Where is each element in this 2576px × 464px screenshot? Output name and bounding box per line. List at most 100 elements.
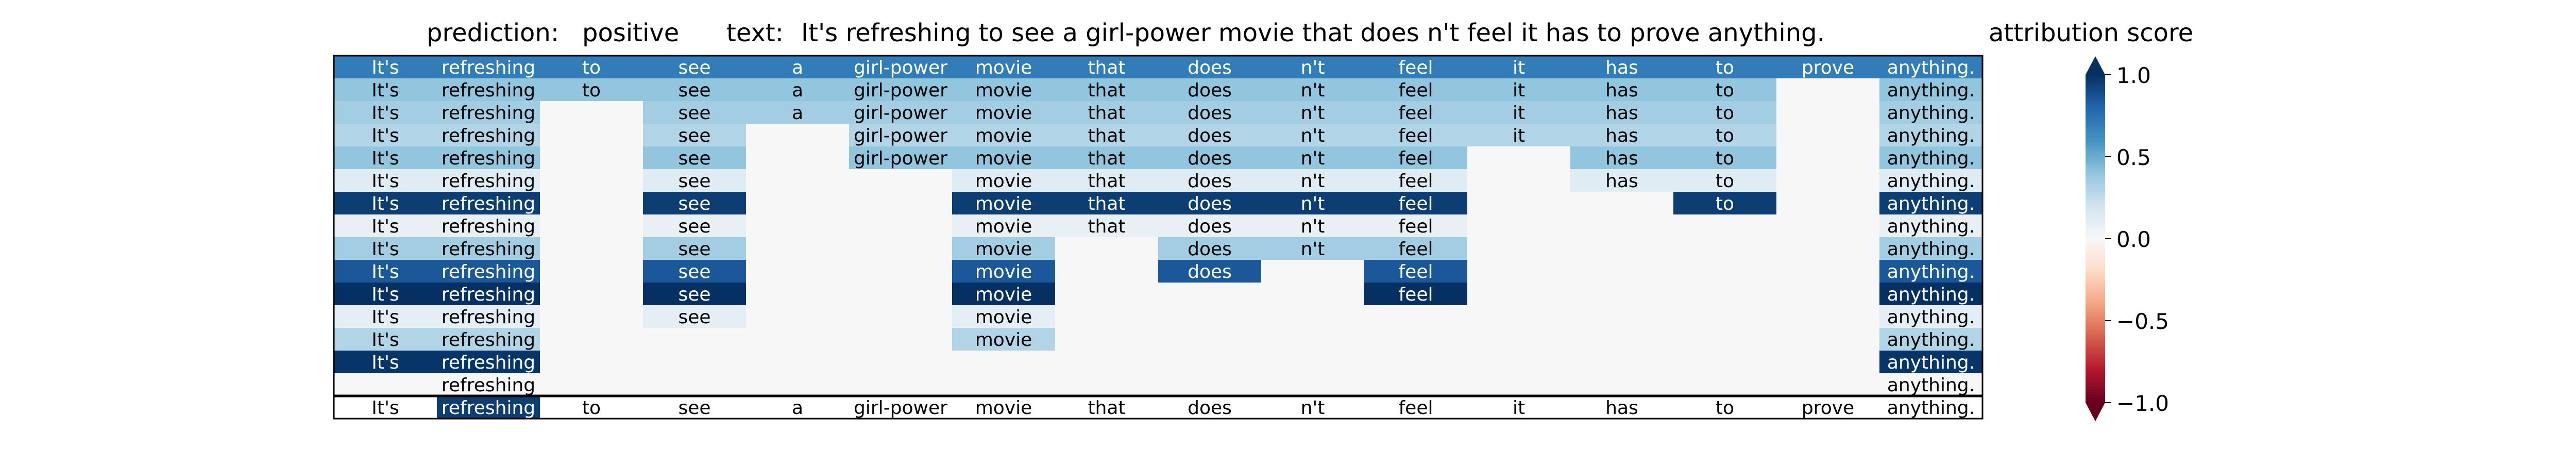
colorbar-segment xyxy=(2086,200,2105,204)
cell-label: has xyxy=(1605,171,1638,192)
colorbar-segment xyxy=(2086,178,2105,182)
colorbar-segment xyxy=(2086,364,2105,368)
heatmap-cell xyxy=(952,260,1055,283)
cell-label: that xyxy=(1088,57,1125,78)
heatmap-cell xyxy=(1261,146,1364,169)
heatmap-cell xyxy=(437,146,540,169)
colorbar-segment xyxy=(2086,132,2105,136)
heatmap-cell xyxy=(952,192,1055,214)
colorbar-segment xyxy=(2086,181,2105,185)
colorbar-segment xyxy=(2086,159,2105,163)
cell-label: does xyxy=(1188,171,1232,192)
colorbar-segment xyxy=(2086,244,2105,247)
heatmap-cell xyxy=(952,283,1055,305)
colorbar-segment xyxy=(2086,348,2105,352)
cell-label: that xyxy=(1088,103,1125,124)
heatmap-cell xyxy=(643,124,746,146)
cell-label: see xyxy=(678,284,710,305)
heatmap-cell xyxy=(1055,101,1158,124)
text-value: It's refreshing to see a girl-power movi… xyxy=(801,19,1825,47)
heatmap: It's refreshing to see a girl-power movie that d… xyxy=(333,55,1984,420)
cell-label: n't xyxy=(1301,193,1325,214)
colorbar-segment xyxy=(2086,115,2105,119)
cell-label: It's xyxy=(371,397,399,419)
colorbar-segment xyxy=(2086,367,2105,371)
heatmap-cell xyxy=(334,328,437,351)
heatmap-cell xyxy=(1776,56,1879,78)
heatmap-cell xyxy=(1158,146,1261,169)
colorbar-extend-top xyxy=(2086,56,2105,75)
colorbar-segment xyxy=(2086,397,2105,401)
heatmap-cell xyxy=(1879,169,1982,192)
cell-label: It's xyxy=(371,239,399,260)
cell-label: a xyxy=(792,103,803,124)
colorbar-segment xyxy=(2086,380,2105,384)
cell-label: does xyxy=(1188,261,1232,283)
heatmap-cell xyxy=(1879,56,1982,78)
cell-label: see xyxy=(678,103,710,124)
heatmap-cell xyxy=(334,237,437,260)
cell-label: anything. xyxy=(1887,284,1975,305)
colorbar-segment xyxy=(2086,375,2105,379)
heatmap-cell xyxy=(540,78,643,101)
heatmap-cell xyxy=(1261,214,1364,237)
cell-label: to xyxy=(582,57,601,78)
heatmap-cell xyxy=(1158,192,1261,214)
cell-label: see xyxy=(678,216,710,237)
heatmap-cell xyxy=(1364,237,1467,260)
heatmap-cell xyxy=(1879,305,1982,328)
cell-label: It's xyxy=(371,103,399,124)
cell-label: girl-power xyxy=(854,57,947,78)
heatmap-cell xyxy=(437,124,540,146)
cell-label: does xyxy=(1188,125,1232,146)
cell-label: refreshing xyxy=(442,171,535,192)
cell-label: anything. xyxy=(1887,103,1975,124)
colorbar-segment xyxy=(2086,148,2105,152)
heatmap-cell xyxy=(1879,192,1982,214)
colorbar-segment xyxy=(2086,176,2105,179)
cell-label: It's xyxy=(371,57,399,78)
cell-label: feel xyxy=(1399,397,1433,419)
cell-label: a xyxy=(792,80,803,101)
heatmap-cell xyxy=(849,56,952,78)
cell-label: girl-power xyxy=(854,103,947,124)
heatmap-cell xyxy=(437,328,540,351)
cell-label: movie xyxy=(975,329,1032,351)
cell-label: see xyxy=(678,80,710,101)
cell-label: has xyxy=(1605,397,1638,419)
cell-label: to xyxy=(1716,397,1734,419)
cell-label: refreshing xyxy=(442,125,535,146)
heatmap-cell xyxy=(437,260,540,283)
colorbar-segment xyxy=(2086,301,2105,305)
colorbar-segment xyxy=(2086,386,2105,390)
heatmap-cell xyxy=(437,396,540,419)
heatmap-cell xyxy=(1055,124,1158,146)
heatmap-cell xyxy=(1673,101,1776,124)
cell-label: It's xyxy=(371,284,399,305)
heatmap-cell xyxy=(1467,101,1570,124)
cell-label: to xyxy=(1716,80,1734,101)
colorbar-segment xyxy=(2086,203,2105,207)
cell-label: It's xyxy=(371,307,399,328)
cell-label: does xyxy=(1188,80,1232,101)
cell-label: that xyxy=(1088,171,1125,192)
cell-label: movie xyxy=(975,125,1032,146)
colorbar-segment xyxy=(2086,222,2105,226)
colorbar-segment xyxy=(2086,233,2105,237)
colorbar-segment xyxy=(2086,334,2105,338)
colorbar-segment xyxy=(2086,250,2105,253)
heatmap-cell xyxy=(1158,214,1261,237)
colorbar-segment xyxy=(2086,312,2105,316)
colorbar-segment xyxy=(2086,197,2105,201)
heatmap-cell xyxy=(437,305,540,328)
heatmap-cell xyxy=(952,328,1055,351)
heatmap-cell xyxy=(952,169,1055,192)
colorbar-segment xyxy=(2086,378,2105,382)
cell-label: girl-power xyxy=(854,80,947,101)
heatmap-cell xyxy=(1364,78,1467,101)
cell-label: anything. xyxy=(1887,397,1975,419)
heatmap-cell xyxy=(643,214,746,237)
cell-label: refreshing xyxy=(442,329,535,351)
heatmap-cell xyxy=(437,78,540,101)
